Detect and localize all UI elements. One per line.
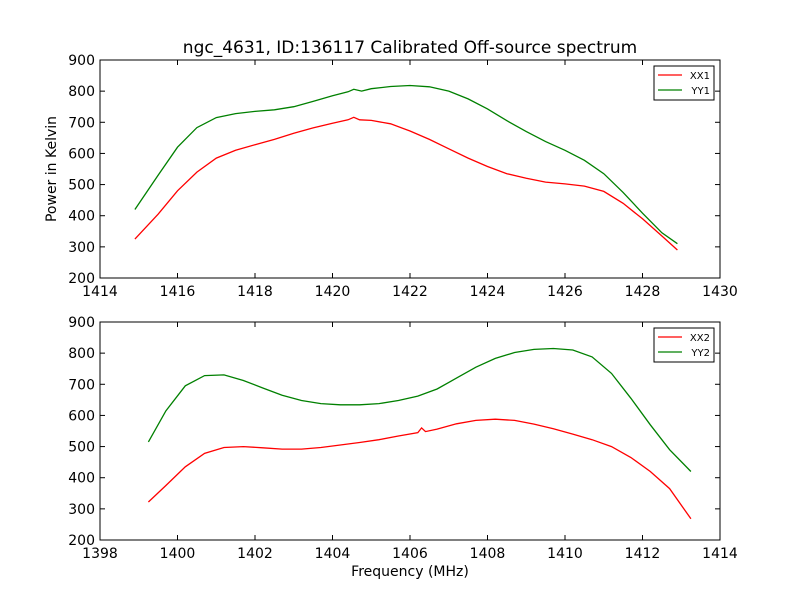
x-tick-label: 1420 — [315, 284, 351, 300]
y-tick-label: 800 — [68, 346, 95, 362]
legend-label-xx1: XX1 — [690, 71, 710, 82]
x-tick-label: 1398 — [82, 546, 118, 562]
y-tick-label: 900 — [68, 53, 95, 69]
y-tick-label: 400 — [68, 209, 95, 225]
y-tick-label: 500 — [68, 178, 95, 194]
series-line-yy1 — [134, 84, 678, 245]
y-tick-label: 600 — [68, 408, 95, 424]
series-line-xx2 — [147, 418, 692, 520]
series-line-yy2 — [147, 347, 692, 472]
upper-axes: 1414 1416 1418 1420 1422 1424 1426 1428 1430 200 3… — [44, 53, 738, 300]
legend-box — [653, 65, 715, 101]
x-tick-label: 1414 — [82, 284, 118, 300]
y-axis-label: Power in Kelvin — [44, 116, 60, 222]
x-tick-label: 1428 — [625, 284, 661, 300]
y-tick-label: 200 — [68, 271, 95, 287]
series-line-xx1 — [134, 116, 678, 251]
x-tick-label: 1430 — [702, 284, 738, 300]
y-tick-label: 400 — [68, 471, 95, 487]
axes-frame — [99, 321, 721, 541]
y-tick-label: 600 — [68, 146, 95, 162]
y-tick-label: 300 — [68, 502, 95, 518]
y-tick-label: 500 — [68, 440, 95, 456]
y-tick-label: 700 — [68, 377, 95, 393]
y-tick-label: 700 — [68, 115, 95, 131]
x-tick-label: 1414 — [702, 546, 738, 562]
legend-label-yy1: YY1 — [690, 86, 710, 97]
x-tick-label: 1426 — [547, 284, 583, 300]
x-tick-label: 1400 — [160, 546, 196, 562]
y-tick-label: 200 — [68, 533, 95, 549]
lower-axes: 1398 1400 1402 1404 1406 1408 1410 1412 1414 200 3… — [68, 315, 738, 580]
legend-box — [653, 327, 715, 363]
legend-label-xx2: XX2 — [690, 333, 710, 344]
x-tick-label: 1424 — [470, 284, 506, 300]
x-tick-label: 1422 — [392, 284, 428, 300]
x-tick-label: 1406 — [392, 546, 428, 562]
x-tick-label: 1408 — [470, 546, 506, 562]
x-tick-label: 1402 — [237, 546, 273, 562]
x-axis-label: Frequency (MHz) — [351, 564, 469, 580]
y-tick-label: 900 — [68, 315, 95, 331]
x-tick-label: 1410 — [547, 546, 583, 562]
y-tick-label: 800 — [68, 84, 95, 100]
chart-title: ngc_4631, ID:136117 Calibrated Off-sourc… — [183, 38, 637, 58]
x-tick-label: 1404 — [315, 546, 351, 562]
y-tick-label: 300 — [68, 240, 95, 256]
axes-frame — [99, 59, 721, 279]
x-tick-label: 1412 — [625, 546, 661, 562]
x-tick-label: 1416 — [160, 284, 196, 300]
legend-label-yy2: YY2 — [690, 348, 710, 359]
x-tick-label: 1418 — [237, 284, 273, 300]
